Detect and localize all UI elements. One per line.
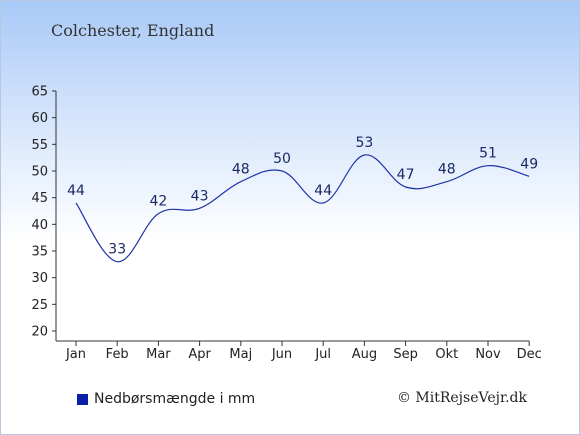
y-tick-label: 60 bbox=[31, 111, 48, 126]
data-label: 42 bbox=[149, 194, 167, 210]
y-tick-label: 65 bbox=[31, 85, 48, 100]
y-tick-label: 20 bbox=[31, 325, 48, 340]
x-tick-label: Dec bbox=[517, 347, 542, 362]
data-label: 44 bbox=[67, 183, 85, 199]
x-tick-label: Jun bbox=[271, 347, 292, 362]
series-line bbox=[75, 154, 530, 263]
data-label: 33 bbox=[108, 242, 126, 258]
y-tick-label: 35 bbox=[31, 245, 48, 260]
data-label: 47 bbox=[397, 167, 415, 183]
x-tick-label: Jul bbox=[314, 347, 331, 362]
x-tick-label: Nov bbox=[475, 347, 501, 362]
data-label: 48 bbox=[438, 162, 456, 178]
y-tick-label: 25 bbox=[31, 298, 48, 313]
chart-title: Colchester, England bbox=[51, 21, 215, 40]
x-tick-label: Sep bbox=[393, 347, 418, 362]
data-label: 49 bbox=[520, 156, 538, 172]
y-tick-label: 50 bbox=[31, 165, 48, 180]
x-tick-label: Feb bbox=[106, 347, 129, 362]
x-tick-label: Okt bbox=[435, 347, 458, 362]
y-tick-label: 30 bbox=[31, 271, 48, 286]
legend: Nedbørsmængde i mm bbox=[77, 391, 255, 407]
legend-swatch bbox=[77, 393, 88, 405]
y-tick-label: 45 bbox=[31, 191, 48, 206]
credit-text: © MitRejseVejr.dk bbox=[396, 390, 527, 406]
legend-label: Nedbørsmængde i mm bbox=[94, 391, 256, 407]
data-label: 50 bbox=[273, 151, 291, 167]
x-tick-label: Aug bbox=[352, 347, 377, 362]
y-tick-label: 55 bbox=[31, 138, 48, 153]
data-label: 51 bbox=[479, 146, 497, 162]
data-label: 53 bbox=[355, 135, 373, 151]
x-tick-label: Mar bbox=[146, 347, 171, 362]
data-label: 43 bbox=[191, 188, 209, 204]
data-label: 48 bbox=[232, 162, 250, 178]
x-tick-label: Jan bbox=[65, 347, 86, 362]
x-tick-label: Maj bbox=[229, 347, 252, 362]
x-tick-label: Apr bbox=[188, 347, 211, 362]
y-tick-label: 40 bbox=[31, 218, 48, 233]
data-label: 44 bbox=[314, 183, 332, 199]
